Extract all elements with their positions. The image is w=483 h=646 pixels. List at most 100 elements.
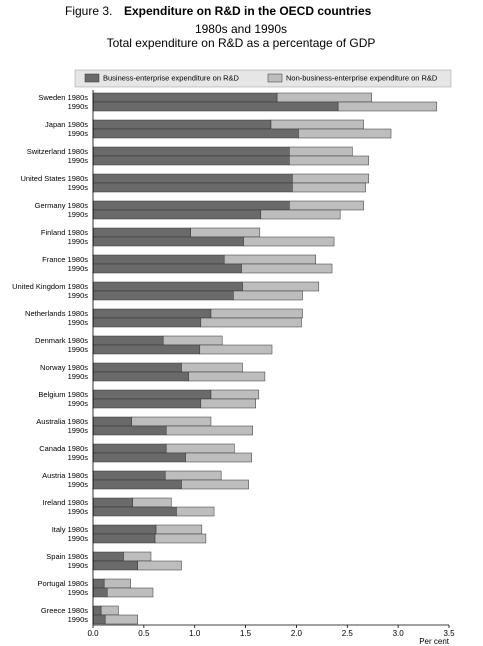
bar (92, 119, 272, 130)
legend-swatch (267, 73, 283, 83)
bar (165, 443, 235, 454)
y-tick-label: 1990s (68, 453, 89, 462)
bar (92, 173, 293, 184)
bar (92, 578, 105, 589)
bar (92, 506, 177, 517)
y-tick-label: 1990s (68, 561, 89, 570)
y-tick-label: 1990s (68, 507, 89, 516)
bar (223, 254, 317, 265)
y-tick-label: Finland 1980s (41, 228, 88, 237)
bar (131, 416, 212, 427)
y-tick-label: 1990s (68, 345, 89, 354)
bar (92, 524, 157, 535)
bar (270, 119, 364, 130)
bar (162, 335, 223, 346)
bar (92, 533, 156, 544)
bar (92, 254, 225, 265)
x-axis-label: Per cent (419, 637, 450, 646)
y-tick-label: Japan 1980s (45, 120, 88, 129)
y-tick-label: Netherlands 1980s (25, 309, 88, 318)
bar (100, 605, 119, 616)
bar (165, 425, 253, 436)
bar (92, 443, 167, 454)
figure-label: Figure 3. (65, 4, 112, 18)
x-tick-label: 2.5 (342, 629, 354, 638)
bar (92, 308, 212, 319)
x-tick-label: 2.0 (291, 629, 303, 638)
bar (92, 362, 182, 373)
bar (199, 344, 273, 355)
y-tick-label: 1990s (68, 399, 89, 408)
bar (92, 290, 234, 301)
bar (200, 317, 302, 328)
bar (292, 173, 369, 184)
x-tick-label: 1.5 (240, 629, 252, 638)
bar (92, 317, 202, 328)
bar (92, 614, 106, 625)
bar (92, 200, 290, 211)
bar (92, 587, 108, 598)
x-tick-label: 0.5 (138, 629, 150, 638)
bar (92, 281, 243, 292)
y-tick-label: 1990s (68, 129, 89, 138)
bar (92, 497, 133, 508)
y-tick-label: 1990s (68, 183, 89, 192)
bar (137, 560, 182, 571)
bar (92, 389, 212, 400)
bar (242, 281, 320, 292)
bar (155, 524, 203, 535)
y-tick-label: Sweden 1980s (38, 93, 88, 102)
y-tick-label: Austria 1980s (42, 471, 88, 480)
bar (260, 209, 341, 220)
bar (92, 92, 278, 103)
y-tick-label: 1990s (68, 588, 89, 597)
bar (176, 506, 215, 517)
y-tick-label: Portugal 1980s (38, 579, 89, 588)
y-tick-label: Italy 1980s (52, 525, 89, 534)
bar (92, 470, 166, 481)
chart-subtitle: Total expenditure on R&D as a percentage… (107, 36, 376, 50)
bar (92, 146, 290, 157)
y-tick-label: 1990s (68, 615, 89, 624)
bar (292, 182, 366, 193)
bar (92, 128, 299, 139)
bar (92, 182, 293, 193)
y-tick-label: Norway 1980s (40, 363, 88, 372)
bar (188, 371, 266, 382)
bar (200, 398, 256, 409)
bar (92, 227, 191, 238)
bar (185, 452, 252, 463)
chart-title: Expenditure on R&D in the OECD countries (124, 4, 372, 18)
y-tick-label: Spain 1980s (46, 552, 88, 561)
y-tick-label: 1990s (68, 156, 89, 165)
bar (103, 578, 131, 589)
y-tick-label: 1990s (68, 318, 89, 327)
y-tick-label: 1990s (68, 237, 89, 246)
y-tick-label: 1990s (68, 291, 89, 300)
y-tick-label: United States 1980s (20, 174, 88, 183)
bar (92, 344, 201, 355)
bar (210, 389, 260, 400)
bar (92, 452, 186, 463)
y-tick-label: Canada 1980s (39, 444, 88, 453)
bar (92, 605, 102, 616)
y-tick-label: 1990s (68, 534, 89, 543)
y-tick-label: Denmark 1980s (35, 336, 88, 345)
bar (289, 146, 353, 157)
bar (92, 398, 202, 409)
y-tick-label: 1990s (68, 210, 89, 219)
bar (241, 263, 333, 274)
bar (164, 470, 222, 481)
bar (92, 416, 132, 427)
bar (92, 263, 242, 274)
y-tick-label: Greece 1980s (41, 606, 88, 615)
x-tick-label: 1.0 (189, 629, 201, 638)
y-tick-label: 1990s (68, 480, 89, 489)
bar (233, 290, 303, 301)
bar (106, 587, 154, 598)
y-tick-label: Australia 1980s (36, 417, 88, 426)
y-tick-label: 1990s (68, 102, 89, 111)
y-tick-label: Belgium 1980s (38, 390, 88, 399)
chart-subtitle: 1980s and 1990s (195, 22, 287, 36)
bar (298, 128, 392, 139)
